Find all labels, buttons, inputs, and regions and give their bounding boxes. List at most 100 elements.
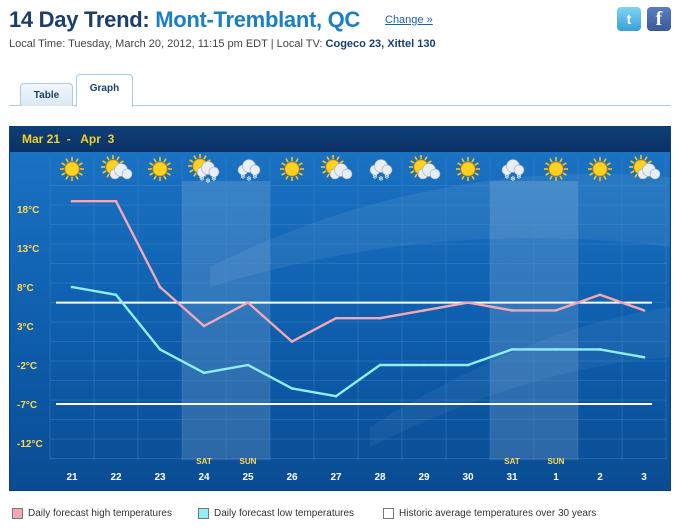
sun-icon bbox=[280, 157, 304, 181]
legend-high: Daily forecast high temperatures bbox=[12, 508, 172, 519]
weekend-band bbox=[182, 181, 226, 460]
svg-text:❄: ❄ bbox=[205, 177, 211, 185]
y-tick-label: -7°C bbox=[17, 400, 37, 411]
trend-chart: Mar 21 - Apr 3 18°C 13°C 8°C 3°C -2°C -7°C -12… bbox=[9, 126, 671, 491]
sun-cloud-icon bbox=[637, 163, 661, 180]
x-tick-label: 21 bbox=[66, 472, 78, 483]
local-tv-value[interactable]: Cogeco 23, Xittel 130 bbox=[325, 38, 436, 50]
x-tick-label: 22 bbox=[110, 472, 122, 483]
x-tick-label: 28 bbox=[374, 472, 386, 483]
svg-text:❄: ❄ bbox=[252, 173, 258, 181]
x-tick-label: 30 bbox=[462, 472, 474, 483]
svg-text:❄: ❄ bbox=[516, 173, 522, 181]
svg-text:❄: ❄ bbox=[378, 175, 384, 183]
svg-text:❄: ❄ bbox=[384, 173, 390, 181]
low-temperature-line-point bbox=[246, 363, 250, 367]
x-tick-label: 25 bbox=[242, 472, 254, 483]
y-tick-label: -12°C bbox=[17, 439, 43, 450]
x-tick-label: 24 bbox=[198, 472, 210, 483]
local-time: Local Time: Tuesday, March 20, 2012, 11:… bbox=[9, 38, 268, 50]
date-range-bar: Mar 21 - Apr 3 bbox=[10, 127, 670, 152]
weekday-label: SUN bbox=[548, 457, 565, 466]
sun-snow-icon: ❄ ❄ ❄ bbox=[196, 161, 220, 185]
svg-text:❄: ❄ bbox=[211, 175, 217, 183]
x-tick-label: 2 bbox=[597, 472, 603, 483]
page-title-prefix: 14 Day Trend: bbox=[9, 7, 156, 32]
svg-text:❄: ❄ bbox=[246, 175, 252, 183]
x-tick-label: 26 bbox=[286, 472, 298, 483]
y-tick-label: 13°C bbox=[17, 244, 39, 255]
y-tick-label: -2°C bbox=[17, 361, 37, 372]
svg-text:❄: ❄ bbox=[504, 173, 510, 181]
high-temperature-line-point bbox=[290, 340, 294, 343]
twitter-glyph: t bbox=[626, 11, 632, 27]
legend-historic: Historic average temperatures over 30 ye… bbox=[383, 508, 596, 519]
x-tick-label: 3 bbox=[641, 472, 647, 483]
low-temperature-line-point bbox=[510, 348, 514, 351]
sun-icon bbox=[60, 157, 84, 181]
svg-text:❄: ❄ bbox=[240, 173, 246, 181]
cloud-snow-icon: ❄ ❄ ❄ bbox=[237, 159, 261, 183]
high-temperature-line bbox=[72, 199, 645, 343]
high-temperature-line-point bbox=[334, 316, 338, 320]
info-separator: | bbox=[267, 38, 277, 50]
cloud-snow-icon: ❄ ❄ ❄ bbox=[369, 159, 393, 183]
legend-historic-label: Historic average temperatures over 30 ye… bbox=[399, 508, 597, 519]
sun-icon bbox=[148, 157, 172, 181]
high-temperature-line-point bbox=[70, 199, 74, 203]
x-tick-label: 1 bbox=[553, 472, 559, 483]
high-temperature-line-point bbox=[598, 293, 602, 297]
weekday-label: SAT bbox=[196, 457, 212, 466]
legend-low-swatch bbox=[198, 508, 209, 519]
legend-historic-swatch bbox=[383, 508, 394, 519]
x-tick-label: 27 bbox=[330, 472, 342, 483]
location-name: Mont-Tremblant, QC bbox=[155, 7, 361, 32]
high-temperature-line-point bbox=[642, 309, 646, 312]
weekday-label: SUN bbox=[240, 457, 257, 466]
weekend-band bbox=[226, 181, 270, 460]
low-temperature-line bbox=[71, 285, 645, 398]
weekday-label: SAT bbox=[504, 457, 520, 466]
svg-text:❄: ❄ bbox=[510, 175, 516, 183]
date-range-label: Mar 21 - Apr 3 bbox=[22, 132, 115, 146]
chart-plot: 18°C13°C8°C3°C-2°C-7°C-12°C❄ ❄ ❄ ❄ ❄ ❄ ❄ ❄ ❄ ❄ ❄ ❄S… bbox=[10, 152, 670, 490]
high-temperature-line-point bbox=[114, 199, 118, 203]
low-temperature-line-point bbox=[158, 348, 162, 351]
low-temperature-line-point bbox=[598, 348, 602, 351]
sun-cloud-icon bbox=[417, 163, 441, 180]
twitter-icon[interactable]: t bbox=[617, 7, 641, 31]
tab-table[interactable]: Table bbox=[20, 83, 73, 106]
high-temperature-line-point bbox=[510, 309, 514, 312]
high-temperature-line-point bbox=[554, 309, 558, 312]
low-temperature-line-point bbox=[114, 293, 118, 297]
tabs-divider bbox=[9, 105, 671, 106]
low-temperature-line-point bbox=[70, 285, 74, 289]
y-tick-label: 18°C bbox=[17, 205, 39, 216]
weekend-band bbox=[490, 181, 534, 460]
x-tick-label: 23 bbox=[154, 472, 166, 483]
sun-cloud-icon bbox=[109, 163, 133, 180]
tab-graph[interactable]: Graph bbox=[76, 74, 133, 107]
high-temperature-line-point bbox=[378, 316, 382, 320]
cloud-snow-icon: ❄ ❄ ❄ bbox=[501, 159, 525, 183]
change-location-link[interactable]: Change » bbox=[385, 14, 433, 26]
sun-icon bbox=[544, 157, 568, 181]
x-tick-label: 31 bbox=[506, 472, 518, 483]
legend-low: Daily forecast low temperatures bbox=[198, 508, 354, 519]
background-streak bbox=[210, 173, 670, 287]
svg-text:❄: ❄ bbox=[199, 175, 205, 183]
legend-low-label: Daily forecast low temperatures bbox=[214, 508, 355, 519]
sun-icon bbox=[588, 157, 612, 181]
low-temperature-line-point bbox=[202, 371, 206, 375]
page-title: 14 Day Trend: Mont-Tremblant, QC bbox=[9, 7, 360, 33]
low-temperature-line-point bbox=[378, 363, 382, 367]
y-tick-label: 3°C bbox=[17, 322, 34, 333]
high-temperature-line-point bbox=[466, 301, 470, 304]
low-temperature-line-point bbox=[290, 387, 294, 390]
y-tick-label: 8°C bbox=[17, 283, 34, 294]
x-tick-label: 29 bbox=[418, 472, 430, 483]
legend-high-label: Daily forecast high temperatures bbox=[28, 508, 172, 519]
low-temperature-line-point bbox=[466, 363, 470, 367]
low-temperature-line-point bbox=[554, 348, 558, 351]
facebook-icon[interactable]: f bbox=[647, 7, 671, 31]
